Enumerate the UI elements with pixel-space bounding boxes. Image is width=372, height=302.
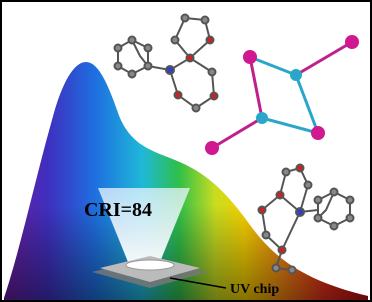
chip-label: UV chip [230,282,279,297]
cri-label: CRI=84 [84,199,152,221]
graphical-abstract: CRI=84 UV chip [0,0,372,302]
